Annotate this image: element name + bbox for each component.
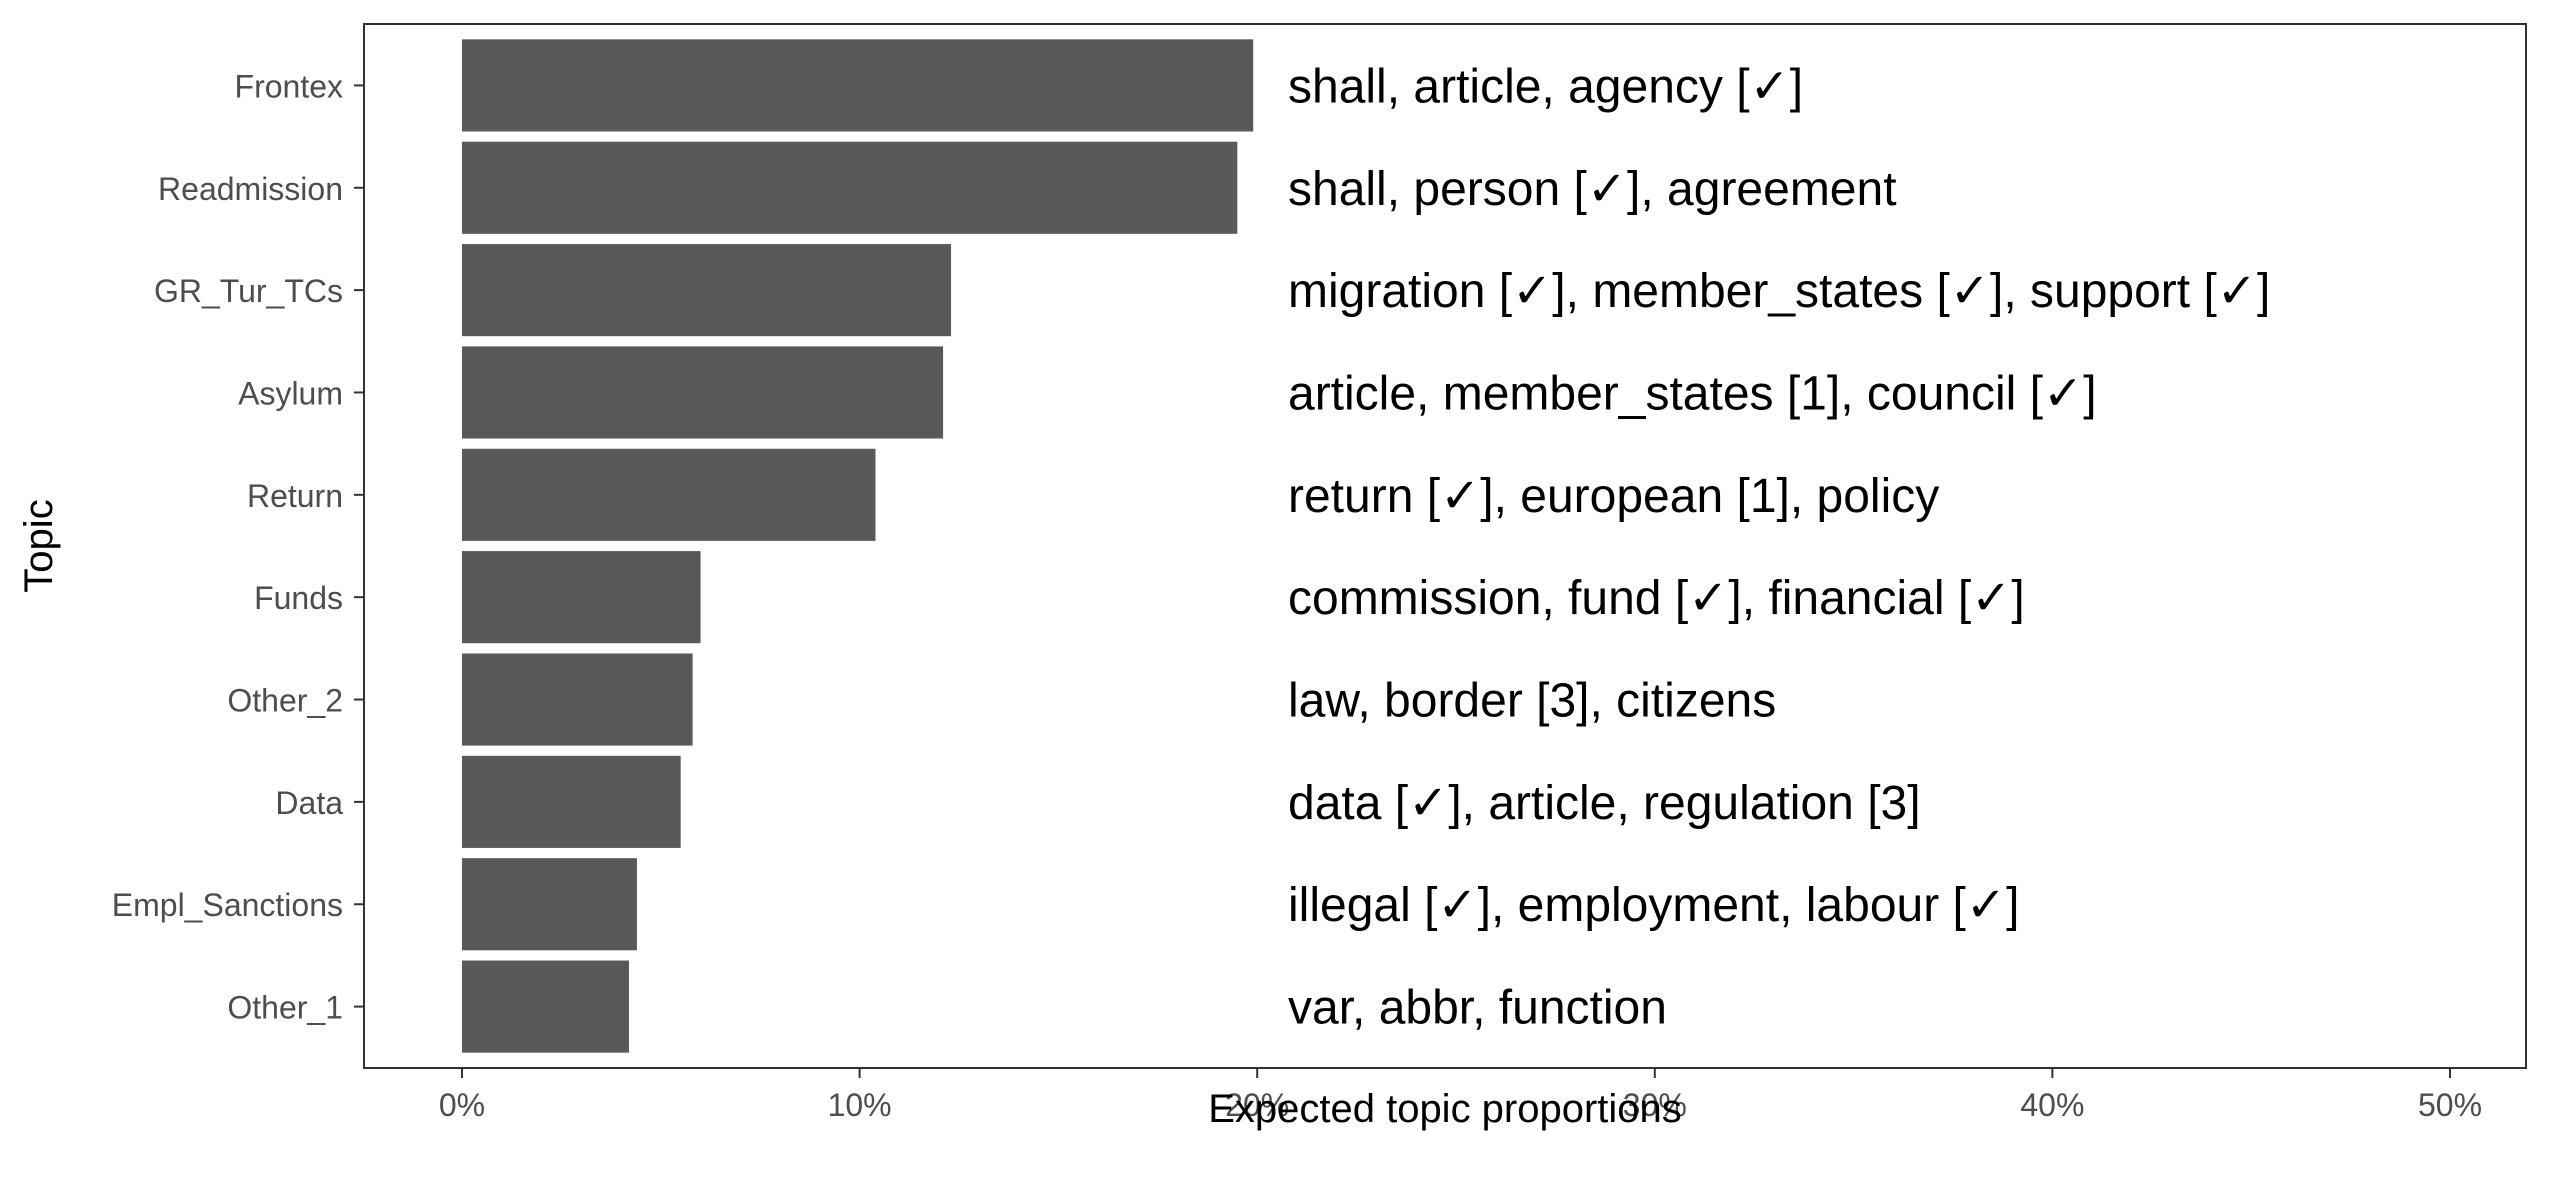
x-tick-label: 30% [1623,1087,1687,1123]
y-tick-label: Frontex [235,68,343,104]
bar-annotation: migration [✓], member_states [✓], suppor… [1288,265,2270,318]
x-tick-label: 50% [2418,1087,2482,1123]
bar-frontex [462,39,1254,132]
y-tick-label: GR_Tur_TCs [154,273,343,309]
y-tick-label: Funds [254,580,343,616]
x-tick-label: 20% [1225,1087,1289,1123]
bar-other-1 [462,960,629,1053]
y-axis-title: Topic [17,499,61,592]
y-tick-label: Other_1 [227,990,343,1026]
y-tick-label: Other_2 [227,683,343,719]
bar-annotation: var, abbr, function [1288,982,1667,1035]
bar-annotation: article, member_states [1], council [✓] [1288,367,2097,420]
x-tick-label: 0% [439,1087,485,1123]
bar-annotation: data [✓], article, regulation [3] [1288,777,1921,830]
bar-funds [462,551,701,644]
bar-annotation: return [✓], european [1], policy [1288,470,1939,523]
bar-asylum [462,346,944,439]
y-tick-label: Return [247,478,343,514]
bars-layer [462,39,1254,1053]
bar-annotation: shall, person [✓], agreement [1288,163,1897,216]
y-tick-label: Asylum [238,375,343,411]
y-axis: Frontex Readmission GR_Tur_TCs Asylum Return… [112,68,364,1026]
y-tick-label: Readmission [158,171,343,207]
bar-data [462,755,681,848]
x-axis-title: Expected topic proportions [1208,1087,1682,1131]
x-tick-label: 40% [2020,1087,2084,1123]
y-tick-label: Data [275,785,343,821]
bar-other-2 [462,653,693,746]
x-tick-label: 10% [828,1087,892,1123]
bar-annotation: shall, article, agency [✓] [1288,60,1803,113]
bar-return [462,448,876,541]
annotations-layer: shall, article, agency [✓] shall, person … [1288,60,2270,1034]
bar-gr-tur-tcs [462,244,952,337]
bar-readmission [462,141,1238,234]
bar-annotation: illegal [✓], employment, labour [✓] [1288,879,2019,932]
bar-annotation: commission, fund [✓], financial [✓] [1288,572,2025,625]
y-tick-label: Empl_Sanctions [112,887,343,923]
x-axis: 0% 10% 20% 30% 40% 50% [439,1068,2482,1123]
bar-empl-sanctions [462,858,637,951]
bar-annotation: law, border [3], citizens [1288,675,1776,728]
